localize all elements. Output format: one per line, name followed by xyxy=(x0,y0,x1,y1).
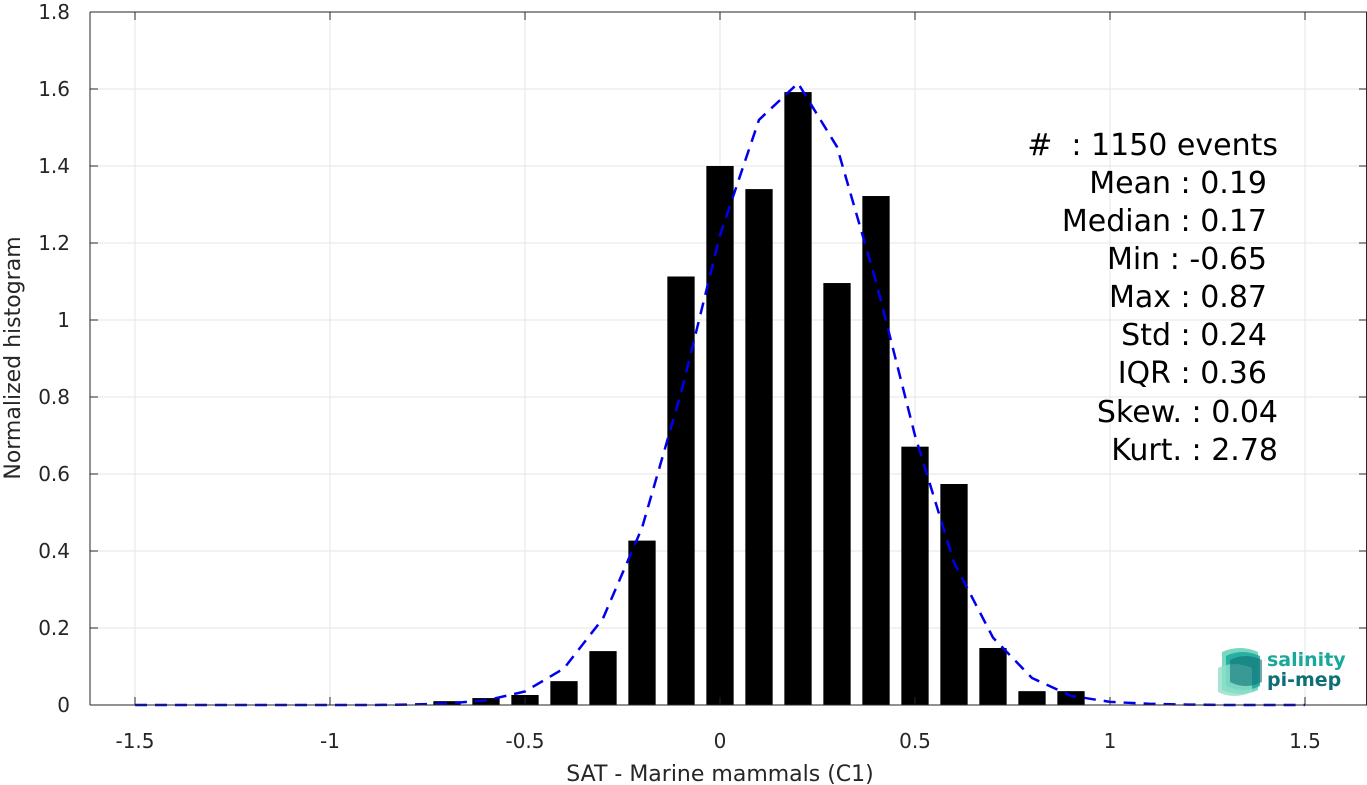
x-axis-label: SAT - Marine mammals (C1) xyxy=(566,762,874,785)
stat-max: Max : 0.87 xyxy=(1109,280,1267,315)
logo-text-pimep: pi-mep xyxy=(1267,669,1341,691)
x-tick-labels: -1.5 -1 -0.5 0 0.5 1 1.5 xyxy=(115,729,1320,753)
stat-kurt: Kurt. : 2.78 xyxy=(1111,433,1278,468)
x-tick-label: 1 xyxy=(1104,729,1117,753)
logo-text-salinity: salinity xyxy=(1267,649,1346,671)
histogram-bar xyxy=(667,276,695,705)
x-tick-label: -1 xyxy=(320,729,340,753)
histogram-bar xyxy=(862,196,890,705)
histogram-bar xyxy=(940,484,968,705)
histogram-bar xyxy=(784,92,812,705)
histogram-bar xyxy=(589,651,617,705)
y-tick-label: 1 xyxy=(57,308,70,332)
x-tick-label: 0.5 xyxy=(899,729,931,753)
histogram-bar xyxy=(1057,691,1085,705)
y-tick-label: 1.6 xyxy=(38,77,70,101)
histogram-bar xyxy=(979,648,1007,705)
y-tick-label: 0.2 xyxy=(38,616,70,640)
y-tick-label: 1.2 xyxy=(38,231,70,255)
wave-logo-icon xyxy=(1218,648,1262,696)
stat-median: Median : 0.17 xyxy=(1062,204,1267,239)
stat-min: Min : -0.65 xyxy=(1107,242,1267,277)
histogram-bar xyxy=(1018,691,1046,705)
stats-annotation: # : 1150 events Mean : 0.19 Median : 0.1… xyxy=(1027,128,1278,468)
salinity-pimep-logo: salinity pi-mep xyxy=(1218,648,1346,696)
stat-mean: Mean : 0.19 xyxy=(1089,166,1267,201)
y-axis-label: Normalized histogram xyxy=(1,236,26,479)
x-tick-label: -1.5 xyxy=(115,729,154,753)
y-tick-label: 1.4 xyxy=(38,154,70,178)
histogram-bar xyxy=(823,283,851,705)
y-tick-labels: 0 0.2 0.4 0.6 0.8 1 1.2 1.4 1.6 1.8 xyxy=(38,0,70,717)
stat-std: Std : 0.24 xyxy=(1121,318,1267,353)
histogram-bar xyxy=(433,701,461,705)
stat-iqr: IQR : 0.36 xyxy=(1118,356,1267,391)
histogram-bar xyxy=(745,189,773,706)
y-tick-label: 0 xyxy=(57,693,70,717)
y-tick-label: 0.8 xyxy=(38,385,70,409)
stat-events: # : 1150 events xyxy=(1027,128,1278,163)
stat-skew: Skew. : 0.04 xyxy=(1097,395,1278,430)
histogram-bar xyxy=(628,540,656,705)
x-tick-label: 1.5 xyxy=(1289,729,1321,753)
x-tick-label: 0 xyxy=(714,729,727,753)
histogram-bar xyxy=(550,681,578,705)
y-tick-label: 0.6 xyxy=(38,462,70,486)
histogram-bar xyxy=(706,166,734,705)
y-tick-label: 1.8 xyxy=(38,0,70,24)
y-tick-label: 0.4 xyxy=(38,539,70,563)
x-tick-label: -0.5 xyxy=(505,729,544,753)
histogram-bar xyxy=(901,446,929,705)
